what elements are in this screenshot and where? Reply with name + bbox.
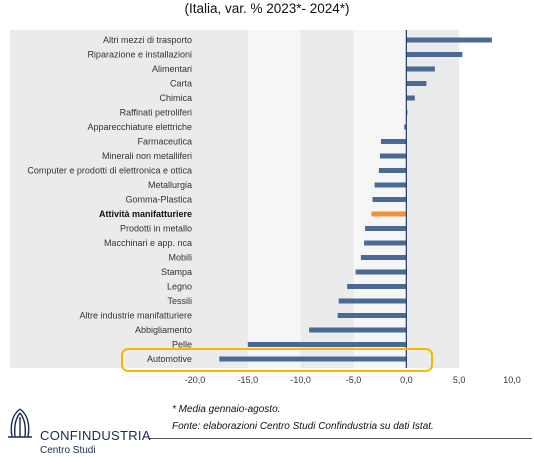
x-tick-label: -15,0	[238, 375, 259, 385]
category-label: Macchinari e app. nca	[104, 238, 192, 248]
category-label: Chimica	[159, 93, 192, 103]
bar	[355, 269, 407, 275]
bar-chart: Altri mezzi di trasporto Riparazione e in…	[10, 30, 521, 385]
x-tick-label: -5,0	[346, 375, 362, 385]
bar	[360, 255, 407, 260]
bar	[378, 168, 407, 173]
category-label: Carta	[170, 79, 192, 89]
x-tick-label: -20,0	[185, 375, 206, 385]
category-label: Gomma-Plastica	[125, 195, 192, 205]
category-labels: Altri mezzi di trasporto Riparazione e in…	[27, 35, 192, 364]
category-label: Tessili	[167, 296, 192, 306]
category-label: Computer e prodotti di elettronica e ott…	[27, 166, 192, 176]
bar	[371, 211, 407, 217]
chart-bars	[219, 37, 492, 362]
category-label: Raffinati petroliferi	[120, 108, 192, 118]
confindustria-mark-icon	[8, 408, 32, 438]
category-label: Prodotti in metallo	[120, 224, 192, 234]
bar	[406, 95, 415, 101]
bar	[404, 124, 407, 130]
category-label: Alimentari	[152, 64, 192, 74]
category-label: Altri mezzi di trasporto	[103, 35, 192, 45]
bar	[337, 313, 407, 318]
category-label: Attività manifatturiere	[99, 209, 192, 219]
category-label: Altre industrie manifatturiere	[79, 311, 192, 321]
bar	[219, 356, 407, 362]
chart-overlay	[121, 30, 433, 372]
source-note: Fonte: elaborazioni Centro Studi Confind…	[172, 421, 434, 432]
category-label: Apparecchiature elettriche	[87, 122, 192, 132]
logo-name: CONFINDUSTRIA	[40, 428, 151, 443]
category-label: Abbigliamento	[135, 325, 192, 335]
category-label: Minerali non metalliferi	[102, 151, 192, 161]
x-tick-label: -10,0	[290, 375, 311, 385]
bar	[406, 37, 492, 43]
bar	[379, 153, 407, 159]
bar	[247, 342, 407, 347]
x-axis-ticks: -20,0 -15,0 -10,0 -5,0 0,0 5,0 10,0	[185, 375, 521, 385]
bar	[406, 81, 427, 86]
grid-band	[406, 30, 460, 368]
category-label: Farmaceutica	[137, 137, 192, 147]
bar	[347, 284, 407, 289]
bar	[374, 182, 407, 188]
bar	[372, 197, 407, 202]
bar	[309, 327, 407, 333]
logo-subtitle: Centro Studi	[40, 445, 96, 456]
bar	[406, 52, 463, 57]
category-label: Stampa	[161, 267, 192, 277]
chart-subtitle: (Italia, var. % 2023*- 2024*)	[184, 1, 350, 16]
category-label: Automotive	[147, 354, 192, 364]
x-tick-label: 10,0	[503, 375, 521, 385]
footer-divider	[148, 438, 532, 439]
grid-band	[300, 30, 354, 368]
x-tick-label: 0,0	[400, 375, 413, 385]
x-tick-label: 5,0	[453, 375, 466, 385]
bar	[365, 226, 407, 231]
bar	[406, 66, 435, 72]
bar	[364, 240, 407, 246]
category-label: Legno	[167, 282, 192, 292]
grid-band	[10, 30, 248, 368]
category-label: Pelle	[172, 340, 192, 350]
confindustria-logo: CONFINDUSTRIA Centro Studi	[2, 405, 162, 456]
category-label: Mobili	[168, 253, 192, 263]
category-label: Riparazione e installazioni	[87, 50, 192, 60]
bar	[380, 139, 407, 144]
bar	[338, 298, 407, 304]
category-label: Metallurgia	[148, 180, 192, 190]
footnote: * Media gennaio-agosto.	[172, 404, 281, 415]
highlight-outline	[121, 348, 433, 372]
